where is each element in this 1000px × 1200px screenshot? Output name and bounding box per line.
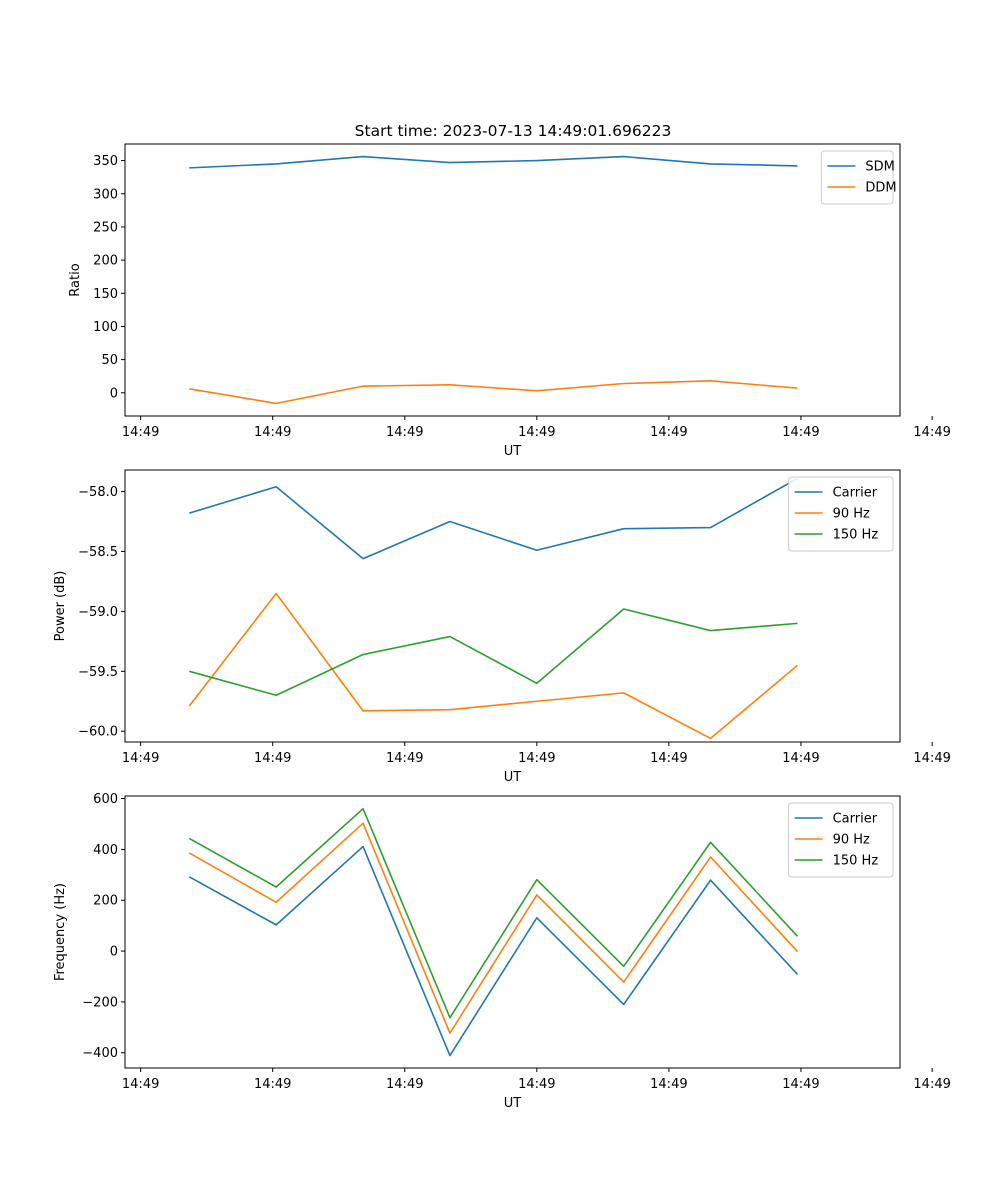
- figure-title: Start time: 2023-07-13 14:49:01.696223: [355, 122, 672, 140]
- x-tick-label: 14:49: [782, 1077, 819, 1092]
- y-tick-label: 300: [93, 187, 118, 202]
- chart-panels: 0 50 100 150 200 250 300 350 14:49 14:49 14:49 14:4…: [53, 143, 951, 1111]
- y-tick-label: −200: [82, 995, 118, 1010]
- x-tick-label: 14:49: [254, 751, 291, 766]
- y-tick-label: 400: [93, 843, 118, 858]
- legend-box: [788, 802, 894, 878]
- y-axis-label: Frequency (Hz): [53, 883, 68, 981]
- y-tick-label: 0: [110, 386, 118, 401]
- x-tick-label: 14:49: [122, 1077, 159, 1092]
- x-axis-label: UT: [504, 1096, 522, 1111]
- series-line-carrier: [188, 845, 799, 1057]
- legend-box: [788, 476, 894, 552]
- x-tick-label: 14:49: [386, 1077, 423, 1092]
- x-tick-label: 14:49: [122, 425, 159, 440]
- y-tick-label: 350: [93, 154, 118, 169]
- x-tick-label: 14:49: [518, 751, 555, 766]
- x-tick-label: 14:49: [254, 425, 291, 440]
- x-axis-label: UT: [504, 770, 522, 785]
- series-line-150-hz: [189, 608, 798, 697]
- y-tick-label: −60.0: [78, 725, 118, 740]
- y-axis-label: Power (dB): [53, 571, 68, 642]
- y-tick-label: 100: [93, 320, 118, 335]
- legend-label: 150 Hz: [833, 854, 879, 869]
- y-axis-label: Ratio: [68, 263, 83, 296]
- y-tick-label: 0: [110, 945, 118, 960]
- plot-area: [124, 469, 901, 743]
- x-tick-label: 14:49: [782, 751, 819, 766]
- y-tick-label: 600: [93, 792, 118, 807]
- series-line-150-hz: [188, 807, 799, 1019]
- chart-panel-3: −400 −200 0 200 400 600 14:49 14:49 14:49 14:49 14…: [53, 792, 951, 1111]
- legend: Carrier 90 Hz 150 Hz: [788, 802, 894, 878]
- legend-label: 150 Hz: [833, 528, 879, 543]
- x-tick-label: 14:49: [518, 1077, 555, 1092]
- x-tick-label: 14:49: [518, 425, 555, 440]
- y-tick-label: −59.5: [78, 665, 118, 680]
- x-tick-label: 14:49: [386, 425, 423, 440]
- y-tick-label: −59.0: [78, 605, 118, 620]
- legend-label: 90 Hz: [833, 833, 870, 848]
- series-line-sdm: [189, 155, 798, 169]
- legend-label: DDM: [865, 181, 896, 196]
- series-line-carrier: [189, 477, 798, 560]
- legend-label: Carrier: [833, 812, 878, 827]
- chart-panel-2: −60.0 −59.5 −59.0 −58.5 −58.0 14:49 14:49 14:49…: [53, 469, 951, 785]
- series-line-90-hz: [188, 822, 799, 1034]
- x-tick-label: 14:49: [913, 1077, 950, 1092]
- x-tick-label: 14:49: [913, 751, 950, 766]
- y-tick-label: −400: [82, 1046, 118, 1061]
- y-tick-label: 50: [101, 353, 118, 368]
- x-tick-label: 14:49: [650, 1077, 687, 1092]
- legend: SDM DDM: [820, 150, 897, 205]
- x-tick-label: 14:49: [650, 425, 687, 440]
- chart-panel-1: 0 50 100 150 200 250 300 350 14:49 14:49 14:49 14:4…: [68, 143, 951, 459]
- x-axis-label: UT: [504, 444, 522, 459]
- x-tick-label: 14:49: [386, 751, 423, 766]
- y-tick-label: −58.5: [78, 545, 118, 560]
- series-line-ddm: [189, 380, 798, 405]
- y-tick-label: 200: [93, 254, 118, 269]
- y-tick-label: 250: [93, 220, 118, 235]
- x-tick-label: 14:49: [782, 425, 819, 440]
- x-tick-label: 14:49: [254, 1077, 291, 1092]
- x-tick-label: 14:49: [650, 751, 687, 766]
- legend-label: Carrier: [833, 486, 878, 501]
- y-tick-label: 200: [93, 894, 118, 909]
- plot-area: [124, 143, 901, 417]
- x-tick-label: 14:49: [913, 425, 950, 440]
- legend-box: [820, 150, 894, 205]
- series-line-90-hz: [188, 592, 798, 740]
- y-tick-label: 150: [93, 287, 118, 302]
- legend-label: 90 Hz: [833, 507, 870, 522]
- y-tick-label: −58.0: [78, 485, 118, 500]
- legend: Carrier 90 Hz 150 Hz: [788, 476, 894, 552]
- legend-label: SDM: [865, 160, 894, 175]
- x-tick-label: 14:49: [122, 751, 159, 766]
- plot-area: [124, 795, 901, 1069]
